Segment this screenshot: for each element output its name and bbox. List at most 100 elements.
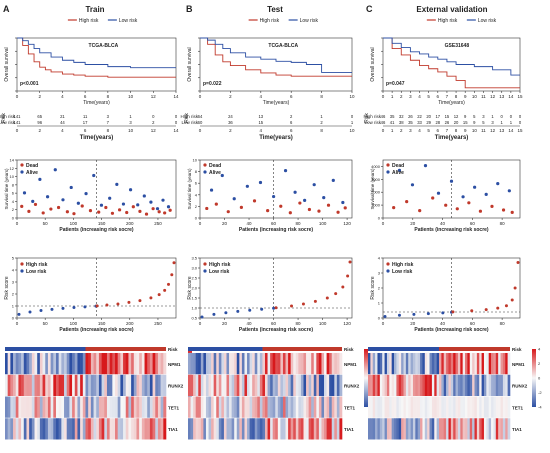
survival-x-tick-label: 0: [16, 221, 19, 226]
heatmap-cell: [31, 353, 35, 375]
survival-point-alive: [293, 190, 297, 194]
survival-x-axis-label: Patients (increasing risk socre): [59, 227, 134, 233]
risk-table-count: 21: [60, 114, 65, 119]
riskscore-x-axis-label: Patients (increasing risk socre): [239, 327, 314, 333]
riskscore-point-high: [513, 286, 517, 290]
heatmap-cell: [45, 418, 49, 440]
risk-table-x-tick-label: 6: [437, 128, 440, 133]
heatmap-cell: [391, 418, 395, 440]
heatmap-cell: [82, 418, 86, 440]
survival-point-alive: [92, 173, 96, 178]
heatmap-cell: [420, 374, 423, 396]
heatmap-scale-tick-label: -2: [538, 390, 542, 395]
risk-table-count: 44: [60, 120, 65, 125]
heatmap-cell: [372, 418, 376, 440]
survival-point-alive: [121, 202, 126, 206]
survival-x-axis-label: Patients (increasing risk socre): [414, 227, 489, 233]
heatmap-cell: [495, 418, 499, 440]
heatmap-cell: [382, 353, 385, 375]
heatmap-cell: [208, 353, 212, 375]
heatmap-cell: [88, 418, 92, 440]
heatmap-cell: [277, 418, 281, 440]
survival-x-tick-label: 20: [222, 221, 228, 226]
heatmap-cell: [262, 396, 266, 418]
survival-y-tick-label: 0: [195, 216, 198, 221]
risk-table-count: 36: [228, 120, 233, 125]
heatmap-cell: [443, 374, 447, 396]
riskscore-point-high: [301, 302, 305, 306]
riskscore-x-tick-label: 80: [296, 321, 302, 326]
survival-y-tick-label: 2: [12, 207, 15, 212]
heatmap-cell: [368, 374, 371, 396]
heatmap-cell: [45, 396, 49, 418]
heatmap-cell: [157, 353, 161, 375]
heatmap-scale-tick-label: -4: [538, 405, 542, 410]
heatmap-cell: [455, 374, 459, 396]
heatmap-cell: [109, 418, 113, 440]
heatmap-cell: [53, 396, 57, 418]
heatmap-cell: [465, 374, 468, 396]
heatmap-cell: [144, 353, 148, 375]
heatmap-cell: [157, 418, 161, 440]
km-x-tick-label: 0: [16, 94, 19, 99]
heatmap-cell: [403, 374, 407, 396]
survival-point-alive: [303, 198, 307, 202]
heatmap-cell: [280, 353, 284, 375]
heatmap-cell: [257, 396, 261, 418]
riskscore-point-low: [248, 308, 252, 312]
risk-table-x-tick-label: 7: [446, 128, 449, 133]
km-legend-low-label: Low risk: [478, 18, 497, 24]
heatmap-cell: [72, 374, 76, 396]
heatmap-cell: [427, 374, 430, 396]
heatmap-cell: [98, 418, 102, 440]
heatmap-cell: [412, 418, 416, 440]
heatmap-cell: [453, 374, 456, 396]
heatmap-cell: [90, 374, 94, 396]
heatmap-cell: [213, 418, 217, 440]
risk-table-x-tick-label: 0: [199, 128, 202, 133]
heatmap-cell: [50, 353, 54, 375]
risk-table-count: 20: [426, 114, 431, 119]
risk-table-count: 26: [445, 120, 450, 125]
heatmap-cell: [252, 374, 256, 396]
heatmap-cell: [491, 396, 494, 418]
heatmap-cell: [213, 353, 217, 375]
km-x-tick-label: 8: [320, 94, 323, 99]
heatmap-cell: [505, 374, 508, 396]
heatmap-cell: [216, 396, 220, 418]
heatmap-cell: [401, 396, 404, 418]
heatmap-cell: [424, 353, 428, 375]
heatmap-cell: [18, 374, 22, 396]
heatmap-cell: [241, 396, 245, 418]
heatmap-cell: [26, 353, 30, 375]
heatmap-cell: [88, 353, 92, 375]
heatmap-cell: [58, 374, 62, 396]
heatmap-cell: [412, 396, 416, 418]
heatmap-cell: [77, 418, 81, 440]
survival-point-alive: [115, 182, 119, 186]
heatmap-cell: [300, 396, 304, 418]
heatmap-cell: [483, 374, 487, 396]
heatmap-cell: [285, 396, 289, 418]
risk-table-count: 15: [445, 114, 450, 119]
risk-table-count: 96: [37, 120, 42, 125]
heatmap-cell: [486, 374, 489, 396]
survival-point-alive: [245, 184, 249, 188]
heatmap-cell: [270, 418, 273, 440]
survival-point-dead: [131, 205, 135, 209]
heatmap-cell: [372, 396, 376, 418]
survival-y-tick-label: 10: [193, 158, 198, 163]
km-x-tick-label: 10: [128, 94, 134, 99]
heatmap-cell: [104, 418, 108, 440]
riskscore-point-low: [412, 312, 416, 316]
riskscore-y-tick-label: 2.0: [191, 286, 197, 291]
heatmap-cell: [300, 418, 304, 440]
survival-point-dead: [56, 205, 61, 210]
heatmap-cell: [247, 353, 250, 375]
heatmap-cell: [446, 418, 449, 440]
survival-point-alive: [136, 203, 140, 207]
heatmap-cell: [298, 374, 302, 396]
km-x-tick-label: 7: [446, 94, 449, 99]
heatmap-cell: [195, 396, 199, 418]
heatmap-cell: [368, 418, 371, 440]
